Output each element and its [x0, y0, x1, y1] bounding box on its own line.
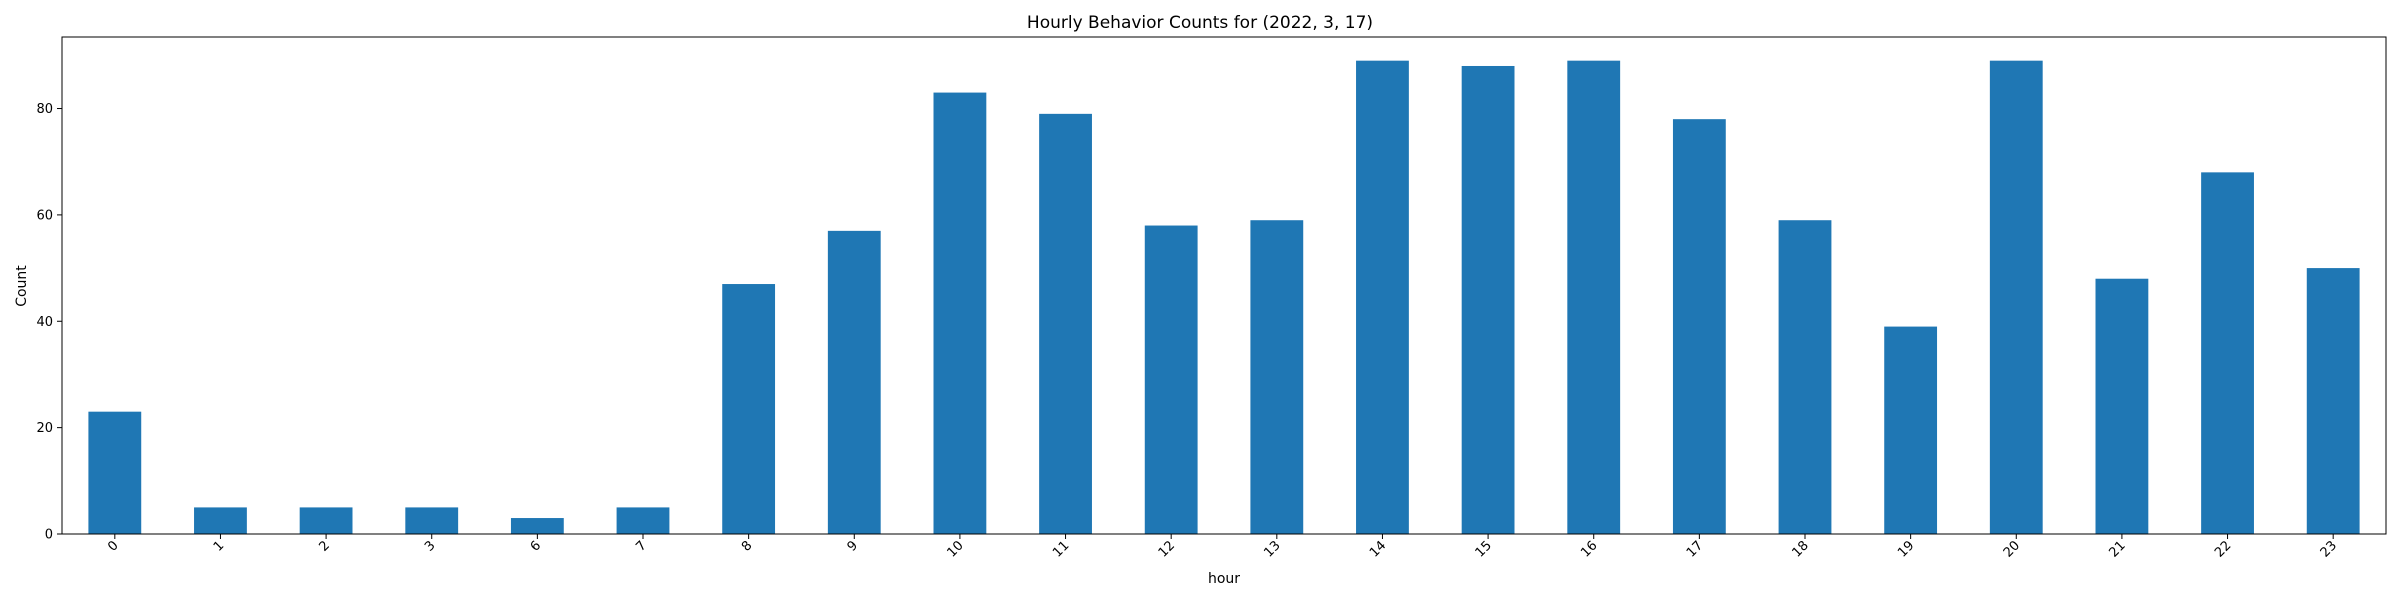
x-tick-label: 0 — [105, 538, 121, 554]
x-tick-label: 23 — [2318, 538, 2340, 560]
y-axis-label: Count — [14, 265, 30, 307]
x-tick-label: 22 — [2212, 538, 2234, 560]
bar-hour-11 — [1039, 113, 1092, 534]
x-tick-label: 10 — [944, 538, 966, 560]
x-tick-label: 14 — [1367, 538, 1389, 560]
bar-hour-3 — [405, 507, 459, 534]
bar-hour-0 — [88, 411, 142, 534]
x-tick-label: 2 — [316, 538, 332, 554]
x-tick-label: 21 — [2106, 538, 2128, 560]
bar-hour-21 — [2095, 278, 2149, 534]
bar-hour-14 — [1356, 60, 1409, 535]
bar-hour-6 — [510, 518, 564, 534]
bar-hour-16 — [1567, 60, 1621, 535]
x-tick-label: 11 — [1050, 538, 1072, 560]
bar-hour-23 — [2306, 268, 2360, 534]
bar-hour-15 — [1461, 65, 1515, 534]
y-tick-label: 80 — [36, 102, 53, 117]
x-tick-label: 16 — [1578, 538, 1600, 560]
x-tick-label: 1 — [211, 538, 227, 554]
y-tick-label: 20 — [36, 421, 53, 436]
bar-hour-19 — [1884, 326, 1938, 534]
bar-hour-2 — [299, 507, 353, 534]
x-tick-label: 12 — [1156, 538, 1178, 560]
y-tick-label: 40 — [36, 315, 53, 330]
chart-title: Hourly Behavior Counts for (2022, 3, 17) — [1027, 13, 1373, 33]
bar-hour-17 — [1672, 119, 1726, 534]
x-tick-label: 18 — [1790, 538, 1812, 560]
bar-hour-22 — [2201, 172, 2254, 535]
plot-frame — [61, 36, 2387, 535]
x-tick-label: 7 — [633, 538, 649, 554]
bar-hour-20 — [1989, 60, 2043, 535]
x-axis-ticks: 0 1 2 3 6 7 8 9 10 11 12 13 14 15 16 17 18 19 20 21 22 23 — [105, 534, 2340, 561]
bar-hour-8 — [722, 284, 776, 534]
x-tick-label: 20 — [2001, 538, 2023, 560]
x-axis-label: hour — [1208, 571, 1240, 587]
bar-hour-12 — [1144, 225, 1198, 534]
y-tick-label: 60 — [36, 208, 53, 223]
bar-hour-7 — [616, 507, 670, 534]
bars-group — [88, 60, 2360, 535]
x-tick-label: 6 — [528, 538, 544, 554]
x-tick-label: 17 — [1684, 538, 1706, 560]
x-tick-label: 19 — [1895, 538, 1917, 560]
x-tick-label: 8 — [739, 538, 755, 554]
x-tick-label: 15 — [1473, 538, 1495, 560]
x-tick-label: 9 — [845, 538, 861, 554]
bar-hour-10 — [933, 92, 987, 534]
x-tick-label: 3 — [422, 538, 438, 554]
bar-hour-1 — [194, 507, 247, 534]
x-tick-label: 13 — [1261, 538, 1283, 560]
y-tick-label: 0 — [45, 528, 53, 543]
y-axis-ticks: 0 20 40 60 80 — [36, 102, 62, 543]
bar-hour-9 — [827, 230, 881, 534]
bar-hour-18 — [1778, 220, 1832, 534]
bar-hour-13 — [1250, 220, 1304, 534]
